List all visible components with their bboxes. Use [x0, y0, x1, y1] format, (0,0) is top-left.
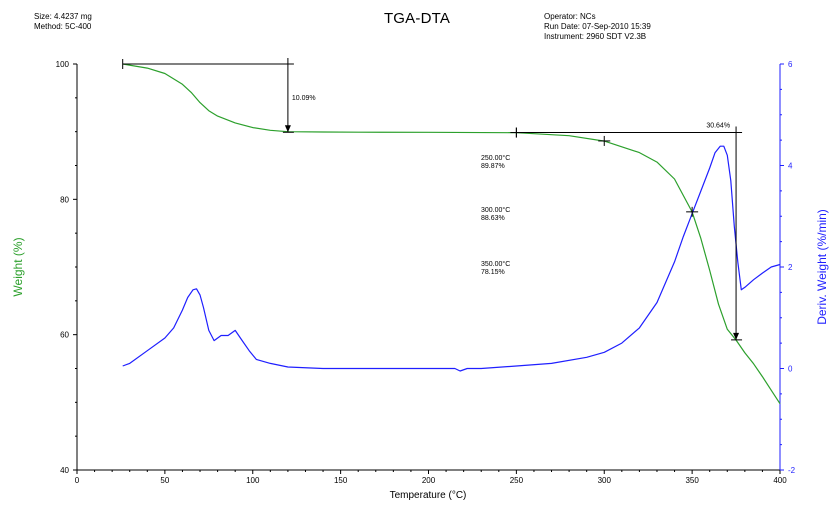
x-axis-label: Temperature (°C) — [390, 490, 467, 501]
y-tick-label: 60 — [60, 331, 69, 340]
sample-info: Size: 4.4237 mg Method: 5C-400 — [34, 12, 92, 32]
size-label: Size: — [34, 12, 52, 21]
y2-axis-label: Deriv. Weight (%/min) — [815, 209, 829, 325]
step-label: 10.09% — [292, 95, 316, 102]
method-value: 5C-400 — [65, 22, 92, 31]
y2-tick-label: 0 — [788, 365, 793, 374]
x-tick-label: 50 — [160, 476, 169, 485]
run-date-value: 07-Sep-2010 15:39 — [582, 22, 651, 31]
y-tick-label: 100 — [56, 60, 70, 69]
x-tick-label: 250 — [510, 476, 524, 485]
run-date-label: Run Date: — [544, 22, 581, 31]
method-row: Method: 5C-400 — [34, 22, 92, 32]
x-tick-label: 300 — [598, 476, 612, 485]
point-temp-label: 250.00°C — [481, 154, 510, 162]
point-weight-label: 88.63% — [481, 215, 505, 222]
operator-value: NCs — [580, 12, 596, 21]
y2-tick-label: -2 — [788, 466, 796, 475]
x-tick-label: 150 — [334, 476, 348, 485]
point-temp-label: 350.00°C — [481, 260, 510, 268]
y-tick-label: 40 — [60, 466, 69, 475]
y2-tick-label: 4 — [788, 162, 793, 171]
size-value: 4.4237 mg — [54, 12, 92, 21]
point-weight-label: 89.87% — [481, 163, 505, 170]
x-tick-label: 100 — [246, 476, 260, 485]
step-arrowhead — [284, 125, 291, 133]
x-tick-label: 350 — [685, 476, 699, 485]
x-tick-label: 400 — [773, 476, 787, 485]
point-weight-label: 78.15% — [481, 269, 505, 276]
y2-tick-label: 6 — [788, 60, 793, 69]
instrument-value: 2960 SDT V2.3B — [586, 32, 647, 41]
y-tick-label: 80 — [60, 195, 69, 204]
x-tick-label: 0 — [75, 476, 80, 485]
instrument-row: Instrument: 2960 SDT V2.3B — [544, 32, 651, 42]
weight-series-line — [122, 63, 781, 405]
operator-label: Operator: — [544, 12, 578, 21]
y-axis-label: Weight (%) — [11, 237, 25, 296]
step-arrowhead — [733, 332, 740, 340]
point-temp-label: 300.00°C — [481, 206, 510, 214]
step-label: 30.64% — [706, 123, 730, 130]
operator-row: Operator: NCs — [544, 12, 651, 22]
run-info: Operator: NCs Run Date: 07-Sep-2010 15:3… — [544, 12, 651, 42]
method-label: Method: — [34, 22, 63, 31]
x-tick-label: 200 — [422, 476, 436, 485]
chart-title: TGA-DTA — [383, 10, 451, 27]
deriv-series-line — [122, 145, 781, 372]
instrument-label: Instrument: — [544, 32, 585, 41]
y2-tick-label: 2 — [788, 263, 793, 272]
size-row: Size: 4.4237 mg — [34, 12, 92, 22]
run-date-row: Run Date: 07-Sep-2010 15:39 — [544, 22, 651, 32]
